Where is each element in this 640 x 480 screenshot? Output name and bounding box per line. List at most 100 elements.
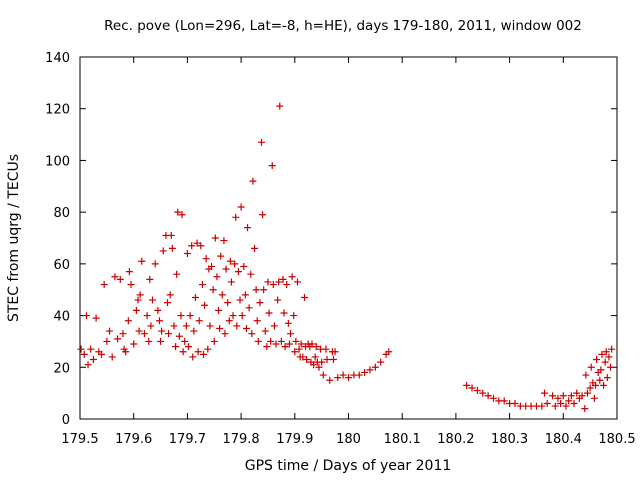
data-point [319, 371, 327, 379]
x-tick-label: 180 [336, 432, 361, 447]
data-point [263, 343, 271, 351]
data-point [172, 343, 180, 351]
data-point [80, 350, 88, 358]
data-point [310, 361, 318, 369]
data-point [233, 322, 241, 330]
data-point [236, 296, 244, 304]
data-point [200, 350, 208, 358]
data-point [258, 138, 266, 146]
data-point [220, 237, 228, 245]
data-point [77, 345, 85, 353]
data-point [188, 242, 196, 250]
data-point [198, 281, 206, 289]
data-point [277, 337, 285, 345]
data-point [148, 296, 156, 304]
data-point [288, 273, 296, 281]
x-tick-label: 180.3 [491, 432, 528, 447]
data-point [265, 309, 273, 317]
data-point [581, 405, 589, 413]
x-tick-label: 180.5 [598, 432, 635, 447]
data-point [135, 327, 143, 335]
data-point [186, 312, 194, 320]
data-point [184, 343, 192, 351]
data-point [170, 322, 178, 330]
data-point [275, 278, 283, 286]
data-point [334, 374, 342, 382]
data-point [191, 293, 199, 301]
data-point [138, 257, 146, 265]
data-point [601, 358, 609, 366]
data-point [208, 262, 216, 270]
data-point [174, 208, 182, 216]
data-point [204, 345, 212, 353]
data-point [385, 348, 393, 356]
data-point [541, 389, 549, 397]
data-point [299, 353, 307, 361]
data-point [201, 301, 209, 309]
data-point [303, 356, 311, 364]
data-point [181, 337, 189, 345]
data-point [159, 247, 167, 255]
data-point [106, 327, 114, 335]
data-point [578, 392, 586, 400]
data-point [103, 337, 111, 345]
data-point [111, 273, 119, 281]
data-point [252, 286, 260, 294]
data-point [583, 389, 591, 397]
data-point [209, 286, 217, 294]
data-point [484, 392, 492, 400]
data-point [567, 392, 575, 400]
data-point [269, 281, 277, 289]
data-point [84, 361, 92, 369]
data-point [315, 363, 323, 371]
data-point [267, 337, 275, 345]
data-point [240, 262, 248, 270]
data-point [297, 340, 305, 348]
data-point [146, 275, 154, 283]
data-point [194, 348, 202, 356]
data-point [283, 281, 291, 289]
data-point [249, 177, 257, 185]
data-point [322, 345, 330, 353]
data-point [232, 213, 240, 221]
data-point [582, 371, 590, 379]
data-point [253, 317, 261, 325]
data-point [256, 299, 264, 307]
data-point [124, 317, 132, 325]
y-tick-label: 20 [53, 361, 70, 376]
data-point [193, 239, 201, 247]
data-point [605, 353, 613, 361]
data-point [596, 376, 604, 384]
x-tick-label: 179.6 [115, 432, 152, 447]
data-point [244, 224, 252, 232]
data-point [287, 330, 295, 338]
data-point [132, 306, 140, 314]
data-point [116, 275, 124, 283]
data-point [339, 371, 347, 379]
data-point [600, 381, 608, 389]
data-point [311, 353, 319, 361]
data-point [261, 327, 269, 335]
data-point [468, 384, 476, 392]
data-point [82, 312, 90, 320]
data-point [225, 317, 233, 325]
y-tick-label: 60 [53, 258, 70, 273]
data-point [554, 394, 562, 402]
data-point [538, 402, 546, 410]
data-point [593, 356, 601, 364]
data-point [559, 392, 567, 400]
x-tick-label: 179.8 [222, 432, 259, 447]
x-axis-label: GPS time / Days of year 2011 [245, 458, 452, 474]
data-point [280, 309, 288, 317]
data-point [165, 330, 173, 338]
data-point [222, 265, 230, 273]
data-point [268, 162, 276, 170]
data-point [345, 374, 352, 382]
data-point [224, 299, 232, 307]
data-point [281, 343, 289, 351]
data-point [213, 273, 221, 281]
plot-frame [79, 56, 618, 420]
data-point [134, 296, 142, 304]
data-point [543, 399, 551, 407]
data-point [154, 306, 162, 314]
